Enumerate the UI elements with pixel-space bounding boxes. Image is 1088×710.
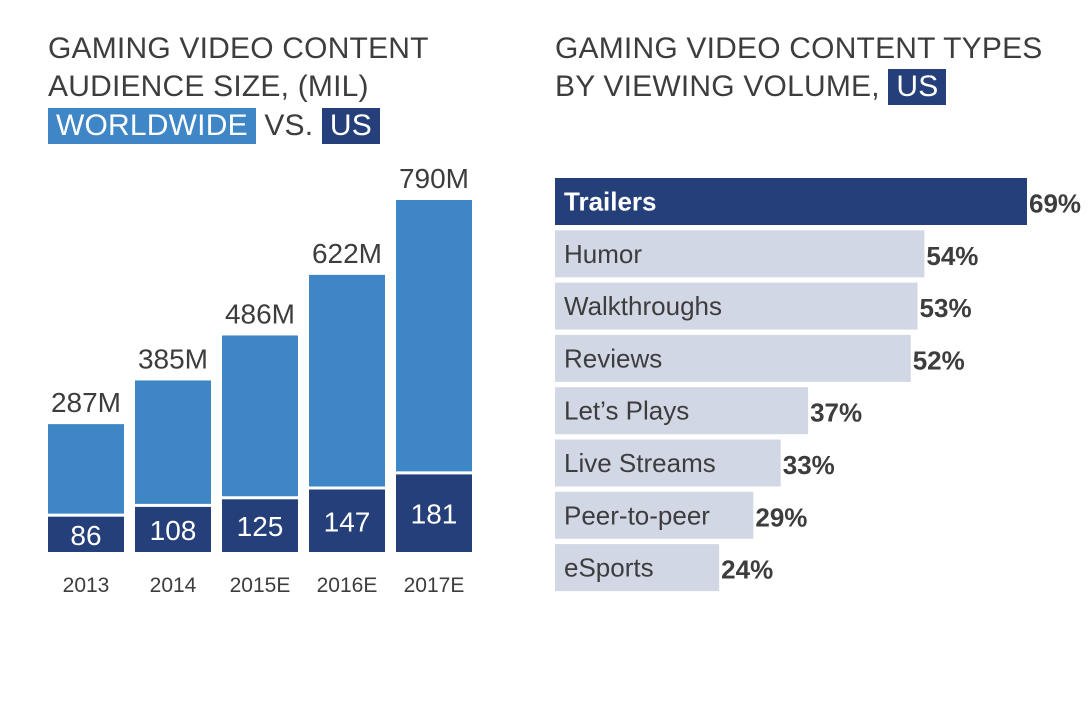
us-value-label: 147 — [324, 506, 371, 537]
content-type-percent: 29% — [755, 502, 807, 532]
us-bar — [396, 474, 472, 552]
us-legend-tag: US — [321, 108, 380, 144]
us-bar — [309, 489, 385, 552]
left-chart-title: GAMING VIDEO CONTENT AUDIENCE SIZE, (MIL… — [48, 30, 508, 145]
worldwide-value-label: 287M — [51, 387, 121, 418]
content-type-percent: 53% — [920, 293, 972, 323]
content-type-label: Let’s Plays — [564, 396, 689, 426]
content-type-bar — [555, 282, 918, 330]
worldwide-legend-tag: WORLDWIDE — [48, 108, 256, 144]
content-type-percent: 37% — [810, 398, 862, 428]
content-type-bar — [555, 178, 1027, 225]
us-value-label: 108 — [150, 515, 197, 546]
content-type-bar — [555, 334, 911, 382]
left-title-line1: GAMING VIDEO CONTENT — [48, 32, 429, 65]
content-type-percent: 52% — [913, 345, 965, 375]
content-type-label: Humor — [564, 239, 642, 269]
right-title-line1: GAMING VIDEO CONTENT TYPES — [555, 32, 1043, 65]
content-type-bar — [555, 230, 925, 278]
worldwide-value-label: 486M — [225, 298, 295, 329]
content-type-bar — [555, 439, 781, 487]
content-type-bar — [555, 544, 720, 592]
worldwide-value-label: 790M — [399, 163, 469, 194]
year-tick-label: 2014 — [150, 574, 197, 597]
content-type-label: Walkthroughs — [564, 291, 722, 321]
right-us-tag: US — [888, 69, 947, 105]
content-type-label: Trailers — [564, 187, 657, 217]
year-tick-label: 2015E — [230, 574, 291, 597]
year-tick-label: 2013 — [63, 574, 110, 597]
us-value-label: 181 — [411, 499, 458, 530]
us-bar — [135, 506, 211, 552]
content-type-percent: 24% — [721, 555, 773, 585]
content-type-label: eSports — [564, 553, 654, 583]
content-type-label: Reviews — [564, 343, 662, 373]
left-title-legend: WORLDWIDE VS. US — [48, 106, 508, 145]
content-type-bar — [555, 387, 809, 435]
year-tick-label: 2016E — [317, 574, 378, 597]
right-title-line2: BY VIEWING VOLUME, — [555, 70, 880, 103]
content-type-percent: 54% — [926, 241, 978, 271]
us-value-label: 125 — [237, 511, 284, 542]
left-title-line2: AUDIENCE SIZE, (MIL) — [48, 70, 369, 103]
content-types-chart: Trailers 69% Humor 54% Walkthroughs 53% Review… — [555, 178, 1081, 592]
content-type-label: Live Streams — [564, 448, 716, 478]
right-title-line2-wrap: BY VIEWING VOLUME, US — [555, 68, 1075, 106]
content-type-bar — [555, 491, 754, 539]
right-chart-title: GAMING VIDEO CONTENT TYPES BY VIEWING VO… — [555, 30, 1075, 106]
content-type-percent: 33% — [783, 450, 835, 480]
worldwide-value-label: 385M — [138, 343, 208, 374]
content-type-percent: 69% — [1029, 189, 1081, 219]
vs-text: VS. — [264, 109, 314, 142]
audience-size-chart: 287M 86 2013 385M 108 2014 486M 125 2015E 622M 147… — [48, 163, 472, 597]
year-tick-label: 2017E — [404, 574, 465, 597]
us-value-label: 86 — [70, 520, 101, 551]
worldwide-value-label: 622M — [312, 238, 382, 269]
us-bar — [48, 516, 124, 552]
us-bar — [222, 499, 298, 552]
content-type-label: Peer-to-peer — [564, 500, 710, 530]
